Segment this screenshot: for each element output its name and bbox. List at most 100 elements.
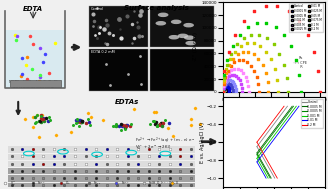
0.001 M [256, 159, 260, 161]
Bar [8, 168, 195, 174]
Point [241, 71, 246, 74]
X-axis label: Z' ($\Omega\cdot$cm²): Z' ($\Omega\cdot$cm²) [260, 103, 288, 112]
Point [257, 45, 263, 48]
0.2 M [273, 173, 277, 176]
Control [265, 163, 269, 165]
0.0005 M [268, 177, 272, 179]
Point [224, 82, 229, 85]
Circle shape [177, 34, 188, 38]
Point [251, 53, 256, 56]
0.0005 M [259, 161, 263, 163]
Point [241, 36, 247, 40]
0.01 M [257, 164, 261, 167]
Point [235, 53, 240, 56]
Point [222, 86, 227, 89]
0.2 M [265, 159, 269, 161]
0.01 M [256, 163, 260, 166]
Point [275, 5, 280, 8]
0.001 M [259, 165, 263, 167]
Control [259, 153, 263, 155]
Point [223, 85, 229, 88]
Control [270, 172, 274, 174]
Point [240, 59, 246, 62]
Point [305, 33, 310, 36]
Control [263, 160, 267, 163]
Control [264, 162, 268, 164]
0.01 M [260, 169, 264, 172]
Point [285, 90, 290, 93]
0.0005 M [262, 167, 266, 169]
Point [224, 85, 229, 88]
Point [221, 87, 226, 90]
Point [239, 86, 245, 89]
Point [294, 58, 299, 61]
Text: Control: Control [91, 7, 104, 11]
Bar [8, 183, 195, 189]
Control [265, 163, 269, 166]
0.2 M [272, 172, 276, 174]
Control [266, 165, 270, 168]
0.0005 M [262, 167, 266, 169]
0.0005 M [263, 168, 267, 170]
Point [233, 33, 238, 36]
Point [230, 45, 236, 48]
Control [265, 164, 269, 166]
0.01 M [257, 165, 261, 167]
0.0005 M [256, 156, 260, 158]
Control [263, 160, 267, 162]
0.01 M [262, 173, 266, 176]
Control [268, 169, 272, 171]
0.001 M [260, 167, 264, 169]
Point [222, 83, 227, 86]
0.001 M [260, 166, 264, 168]
Control [256, 147, 260, 150]
Point [296, 19, 301, 22]
Y-axis label: E vs. Ag/AgCl (V): E vs. Ag/AgCl (V) [200, 122, 205, 163]
Point [235, 67, 240, 70]
Bar [8, 161, 195, 167]
0.01 M [258, 167, 262, 169]
Point [220, 90, 226, 93]
Point [232, 83, 237, 86]
0.001 M [258, 163, 262, 165]
Control [270, 173, 274, 175]
0.0005 M [258, 158, 262, 161]
0.01 M [260, 169, 264, 171]
0.2 M [260, 151, 264, 153]
0.0005 M [266, 173, 270, 175]
0.0005 M [261, 164, 265, 166]
Point [225, 85, 230, 88]
Control [271, 174, 275, 176]
Point [235, 43, 240, 46]
Control [258, 152, 262, 154]
0.0005 M [266, 173, 270, 175]
0.001 M [266, 177, 270, 179]
0.2 M [262, 153, 266, 156]
0.001 M [262, 170, 266, 172]
Point [221, 85, 226, 88]
0.001 M [263, 171, 267, 173]
0.2 M [264, 156, 268, 159]
Point [220, 90, 226, 93]
0.0005 M [256, 155, 260, 157]
Point [284, 77, 289, 80]
Circle shape [184, 35, 195, 40]
0.0005 M [256, 155, 259, 157]
0.01 M [264, 176, 268, 179]
0.0005 M [257, 158, 261, 160]
Point [243, 75, 248, 78]
Point [223, 81, 229, 84]
Point [220, 90, 226, 93]
0.01 M [264, 177, 268, 179]
Control [255, 146, 259, 148]
Point [220, 89, 226, 92]
Point [266, 90, 271, 93]
0.0005 M [265, 172, 269, 174]
0.2 M [259, 148, 263, 151]
Point [228, 79, 233, 82]
0.01 M [262, 173, 266, 175]
0.01 M [258, 166, 262, 168]
0.2 M [271, 170, 275, 172]
Bar [8, 175, 195, 182]
Point [231, 81, 236, 84]
